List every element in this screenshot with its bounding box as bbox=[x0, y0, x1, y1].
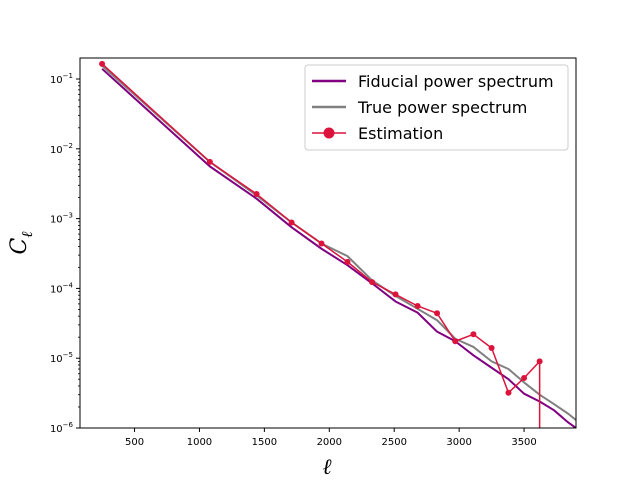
x-tick-label: 500 bbox=[125, 437, 144, 448]
legend-marker-estimation bbox=[323, 127, 335, 139]
x-axis-title: ℓ bbox=[322, 455, 332, 480]
data-point-estimation bbox=[414, 302, 421, 309]
y-tick-label: 10−5 bbox=[50, 351, 73, 365]
y-tick-label: 10−3 bbox=[50, 212, 73, 226]
y-axis-title-subscript: ℓ bbox=[18, 231, 36, 237]
y-tick-label: 10−2 bbox=[50, 142, 73, 156]
data-point-estimation bbox=[288, 219, 295, 226]
y-axis-title-main: C bbox=[7, 238, 32, 255]
x-tick-label: 3500 bbox=[511, 437, 536, 448]
data-point-estimation bbox=[344, 258, 351, 265]
data-point-estimation bbox=[318, 240, 325, 247]
data-point-estimation bbox=[470, 331, 477, 338]
y-tick-label: 10−1 bbox=[50, 72, 73, 86]
legend-box bbox=[304, 64, 569, 151]
series-layer bbox=[99, 60, 576, 428]
data-point-estimation bbox=[392, 291, 399, 298]
y-axis-title: Cℓ bbox=[7, 231, 36, 254]
data-point-estimation bbox=[434, 310, 441, 317]
data-point-estimation bbox=[536, 358, 543, 365]
legend-label-fiducial: Fiducial power spectrum bbox=[358, 72, 554, 91]
legend-label-true: True power spectrum bbox=[357, 98, 527, 117]
x-tick-label: 1000 bbox=[187, 437, 212, 448]
data-point-estimation bbox=[253, 191, 260, 198]
data-point-estimation bbox=[505, 389, 512, 396]
data-point-estimation bbox=[369, 279, 376, 286]
legend-label-estimation: Estimation bbox=[358, 124, 443, 143]
y-tick-label: 10−6 bbox=[50, 421, 74, 435]
plot-frame bbox=[79, 57, 577, 429]
x-tick-label: 3000 bbox=[446, 437, 471, 448]
data-point-estimation bbox=[99, 60, 106, 67]
x-tick-label: 2000 bbox=[317, 437, 342, 448]
y-tick-label: 10−4 bbox=[50, 281, 74, 295]
data-point-estimation bbox=[521, 375, 528, 382]
data-point-estimation bbox=[452, 338, 459, 345]
y-axis: 10−6 10−5 10−4 10−3 10−2 10−1 bbox=[50, 72, 80, 435]
data-point-estimation bbox=[206, 158, 213, 165]
data-point-estimation bbox=[488, 345, 495, 351]
legend: Fiducial power spectrum True power spect… bbox=[304, 64, 569, 151]
x-tick-label: 2500 bbox=[381, 437, 406, 448]
x-axis: 500 1000 1500 2000 2500 3000 3500 bbox=[125, 428, 537, 448]
x-tick-label: 1500 bbox=[252, 437, 277, 448]
